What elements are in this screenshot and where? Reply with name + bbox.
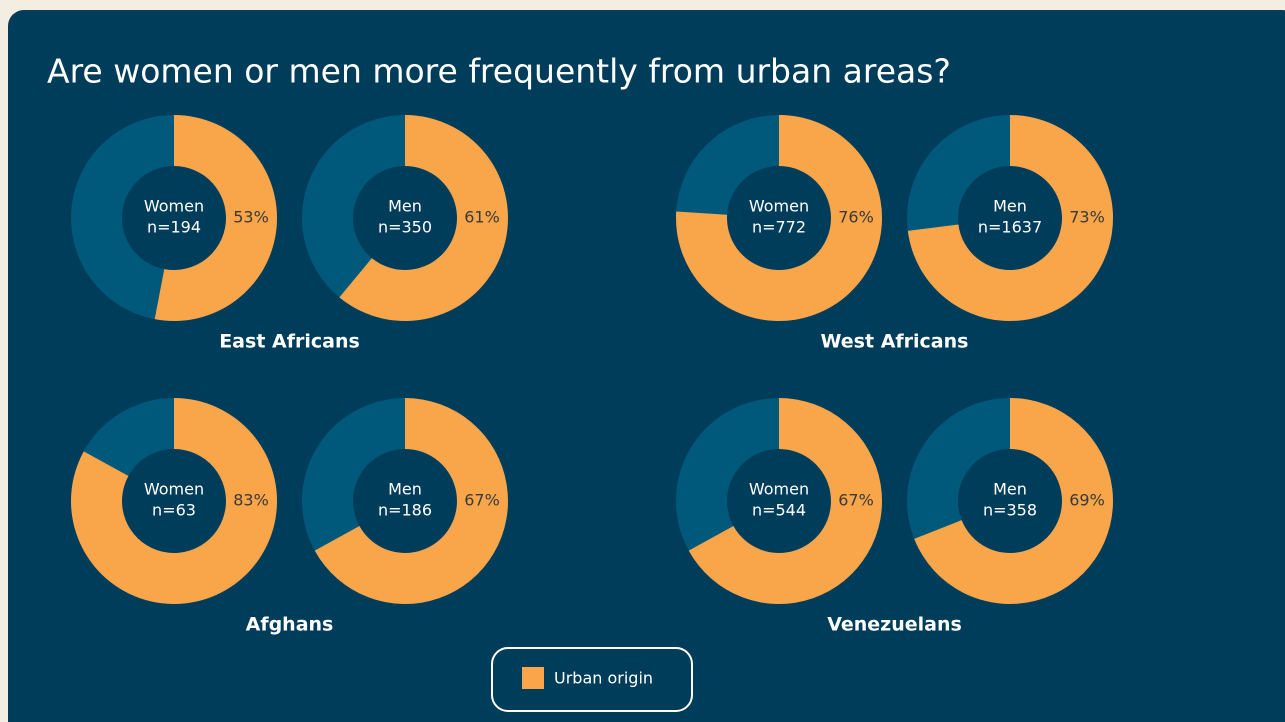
donut-segment [907,114,1113,322]
donut-segment [70,398,277,605]
donut-segment [676,115,882,322]
donut-segment [154,115,277,321]
value-label: 73% [1069,208,1105,227]
donut-category: Women [749,197,809,216]
group-title: Afghans [246,614,334,636]
donut-sample-size: n=544 [752,501,806,520]
donut-segment [339,115,509,321]
value-label: 69% [1069,491,1105,510]
value-label: 67% [838,491,874,510]
donut-segment [688,398,883,605]
donut-sample-size: n=194 [147,218,201,237]
group-title: Venezuelans [827,614,962,636]
panel [8,10,1285,722]
donut-segment [914,398,1113,605]
group-title: East Africans [219,331,360,353]
donut-category: Women [144,197,204,216]
legend-swatch [522,667,544,689]
donut-category: Men [388,480,422,499]
legend-box [491,647,693,712]
donut-sample-size: n=350 [378,218,432,237]
donut-category: Women [749,480,809,499]
donut-category: Men [993,197,1027,216]
legend-label: Urban origin [554,669,653,688]
group-title: West Africans [821,331,969,353]
page-title: Are women or men more frequently from ur… [47,52,951,91]
donut-sample-size: n=358 [983,501,1037,520]
donut-segment [314,398,509,605]
donut-category: Women [144,480,204,499]
value-label: 61% [464,208,500,227]
value-label: 67% [464,491,500,510]
donut-sample-size: n=1637 [978,218,1042,237]
value-label: 83% [233,491,269,510]
donut-sample-size: n=772 [752,218,806,237]
donut-category: Men [388,197,422,216]
donut-sample-size: n=186 [378,501,432,520]
donut-category: Men [993,480,1027,499]
donut-sample-size: n=63 [152,501,196,520]
value-label: 76% [838,208,874,227]
value-label: 53% [233,208,269,227]
